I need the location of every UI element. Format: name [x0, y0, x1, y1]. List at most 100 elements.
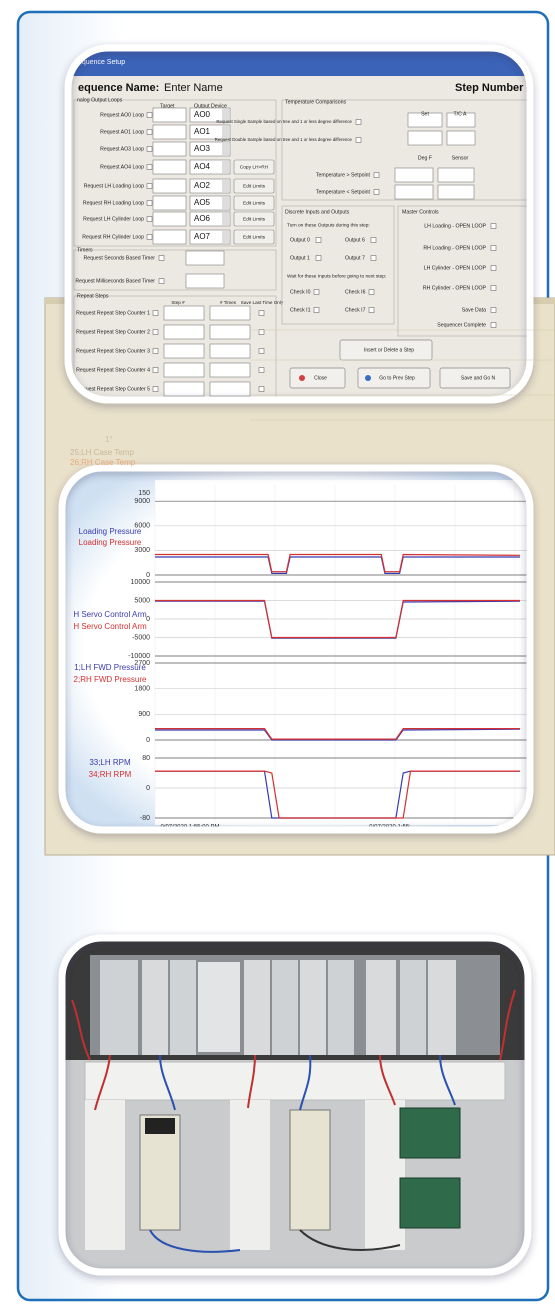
- button: [233, 178, 275, 194]
- dropdown-arrow: [222, 197, 229, 209]
- label: Request Seconds Based Timer: [83, 255, 155, 261]
- tick-label: 0: [146, 737, 150, 744]
- label: AO1: [194, 127, 211, 136]
- checkbox: [368, 289, 375, 295]
- input-box: [407, 130, 443, 146]
- checkbox: [490, 265, 497, 271]
- label: Temperature > Setpoint: [316, 172, 371, 178]
- label: AO4: [194, 162, 211, 171]
- label: Check I7: [345, 307, 366, 313]
- legend-label: 34;RH RPM: [89, 770, 132, 779]
- tick-label: 0: [146, 616, 150, 623]
- label: Save and Go N: [461, 375, 496, 381]
- wire: [149, 1229, 241, 1253]
- label: Step Number: [455, 82, 524, 94]
- tick-label: 10000: [131, 579, 151, 586]
- trace: [155, 770, 520, 819]
- button: [289, 367, 346, 389]
- label: equence Name:: [78, 82, 159, 94]
- input-box: [152, 124, 187, 140]
- dropdown-arrow: [222, 231, 229, 243]
- input-box: [394, 167, 434, 183]
- label: Output 7: [345, 255, 365, 261]
- label: Step #: [171, 300, 185, 305]
- label: LH Loading - OPEN LOOP: [424, 223, 486, 229]
- module: [142, 960, 168, 1055]
- dropdown-arrow: [222, 213, 229, 225]
- checkbox: [368, 307, 375, 313]
- label: Target: [160, 103, 175, 109]
- label: AO6: [194, 214, 211, 223]
- label: Output Device: [194, 103, 227, 109]
- module: [100, 960, 138, 1055]
- label: Request Repeat Step Counter 3: [76, 348, 150, 354]
- prev-icon: [365, 375, 371, 381]
- label: Copy LH>RH: [240, 164, 269, 170]
- input-box: [163, 305, 205, 321]
- checkbox: [258, 348, 265, 354]
- trace: [155, 599, 520, 639]
- terminal-label: [145, 1118, 175, 1134]
- tick-label: -80: [140, 815, 150, 822]
- label: Request RH Cylinder Loop: [82, 234, 144, 240]
- dropdown: [437, 184, 475, 200]
- label: Turn on these Outputs during this step:: [287, 222, 370, 228]
- module: [170, 960, 196, 1055]
- button: [233, 159, 275, 175]
- label: Discrete Inputs and Outputs: [285, 209, 350, 215]
- label: RH Loading - OPEN LOOP: [423, 245, 486, 251]
- label: Go to Prev Step: [379, 375, 415, 381]
- title-bar: [68, 48, 530, 76]
- trace: [155, 728, 521, 741]
- setup-border: [64, 44, 534, 404]
- tick-label: 0: [146, 572, 150, 579]
- label: 25;LH Case Temp: [70, 448, 134, 457]
- input-box: [185, 273, 225, 289]
- dropdown: [446, 130, 476, 146]
- dropdown: [189, 229, 231, 245]
- plc-cabinet-photo: [62, 938, 528, 1272]
- checkbox: [490, 322, 497, 328]
- label: Request Milliseconds Based Timer: [75, 278, 155, 284]
- input-box: [209, 381, 251, 397]
- plot-bg: [155, 480, 530, 825]
- dropdown: [189, 178, 231, 194]
- tick-label: 3000: [134, 547, 150, 554]
- label: T/C A: [454, 111, 468, 117]
- group-box: [73, 249, 277, 291]
- group-box: [73, 295, 277, 400]
- label: Save Data: [462, 307, 486, 313]
- legend-label: Loading Pressure: [79, 527, 142, 536]
- checkbox: [355, 137, 362, 143]
- group-box: [397, 205, 530, 337]
- checkbox: [146, 183, 153, 189]
- input-box: [185, 250, 225, 266]
- label: Edit Limits: [243, 183, 266, 189]
- label: Sensor: [452, 155, 469, 161]
- label: Request LH Loading Loop: [84, 183, 144, 189]
- label: AO3: [194, 144, 211, 153]
- button: [233, 211, 275, 227]
- checkbox: [315, 237, 322, 243]
- checkbox: [146, 234, 153, 240]
- checkbox: [490, 285, 497, 291]
- checkbox: [146, 216, 153, 222]
- group-box: [281, 205, 395, 325]
- label: Request Single Sample based on tree and …: [216, 119, 352, 124]
- legend-label: H Servo Control Arm: [73, 622, 147, 631]
- input-box: [163, 343, 205, 359]
- photo-border: [58, 934, 532, 1276]
- wire: [159, 1054, 176, 1111]
- label: Request AO0 Loop: [100, 112, 144, 118]
- label: Request Repeat Step Counter 2: [76, 329, 150, 335]
- legend-label: Loading Pressure: [79, 538, 142, 547]
- trace: [155, 728, 520, 740]
- checkbox: [258, 329, 265, 335]
- tick-label: 900: [138, 711, 150, 718]
- label: Check I6: [345, 289, 366, 295]
- checkbox: [146, 112, 153, 118]
- label: AO5: [194, 198, 211, 207]
- button: [233, 195, 275, 211]
- label: 26;RH Case Temp: [70, 458, 136, 467]
